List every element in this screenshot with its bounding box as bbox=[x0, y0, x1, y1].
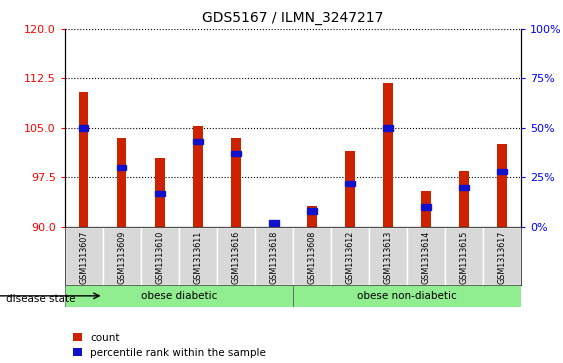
Bar bbox=[307, 208, 316, 214]
Bar bbox=[179, 227, 217, 285]
Bar bbox=[331, 227, 369, 285]
Bar bbox=[383, 125, 392, 131]
Bar bbox=[79, 92, 88, 227]
Bar bbox=[483, 227, 521, 285]
Bar bbox=[103, 227, 141, 285]
Bar bbox=[217, 227, 254, 285]
Text: GSM1313614: GSM1313614 bbox=[421, 231, 430, 284]
Text: GSM1313616: GSM1313616 bbox=[231, 231, 240, 284]
Title: GDS5167 / ILMN_3247217: GDS5167 / ILMN_3247217 bbox=[202, 11, 383, 25]
Bar bbox=[407, 227, 445, 285]
Bar bbox=[193, 126, 203, 227]
Bar bbox=[254, 227, 293, 285]
Text: GSM1313609: GSM1313609 bbox=[117, 231, 126, 284]
Bar bbox=[141, 227, 179, 285]
Bar bbox=[421, 191, 431, 227]
Legend: count, percentile rank within the sample: count, percentile rank within the sample bbox=[73, 333, 266, 358]
Text: disease state: disease state bbox=[6, 294, 75, 305]
Text: GSM1313618: GSM1313618 bbox=[269, 231, 278, 284]
Text: GSM1313611: GSM1313611 bbox=[193, 231, 202, 284]
Bar bbox=[497, 169, 507, 174]
Bar bbox=[497, 144, 507, 227]
Bar bbox=[117, 165, 127, 170]
Bar bbox=[155, 191, 164, 196]
Text: obese non-diabetic: obese non-diabetic bbox=[357, 291, 457, 301]
Text: GSM1313610: GSM1313610 bbox=[155, 231, 164, 284]
Bar bbox=[445, 227, 483, 285]
Bar bbox=[269, 220, 279, 225]
Text: GSM1313613: GSM1313613 bbox=[383, 231, 392, 284]
Bar bbox=[65, 285, 293, 307]
Bar bbox=[193, 139, 203, 144]
Bar bbox=[307, 206, 316, 227]
Bar bbox=[117, 138, 127, 227]
Text: GSM1313608: GSM1313608 bbox=[307, 231, 316, 284]
Bar bbox=[459, 171, 468, 227]
Bar bbox=[155, 158, 164, 227]
Bar bbox=[269, 224, 279, 227]
Bar bbox=[383, 83, 392, 227]
Text: obese diabetic: obese diabetic bbox=[141, 291, 217, 301]
Text: GSM1313615: GSM1313615 bbox=[459, 231, 468, 284]
Bar bbox=[369, 227, 406, 285]
Bar bbox=[421, 204, 431, 210]
Text: GSM1313617: GSM1313617 bbox=[497, 231, 506, 284]
Bar bbox=[79, 125, 88, 131]
Bar bbox=[459, 185, 468, 190]
Bar bbox=[293, 285, 521, 307]
Text: GSM1313612: GSM1313612 bbox=[345, 231, 354, 284]
Bar bbox=[293, 227, 331, 285]
Bar bbox=[231, 151, 240, 156]
Bar bbox=[65, 227, 103, 285]
Bar bbox=[345, 181, 355, 186]
Bar bbox=[231, 138, 240, 227]
Bar bbox=[345, 151, 355, 227]
Text: GSM1313607: GSM1313607 bbox=[79, 231, 88, 284]
